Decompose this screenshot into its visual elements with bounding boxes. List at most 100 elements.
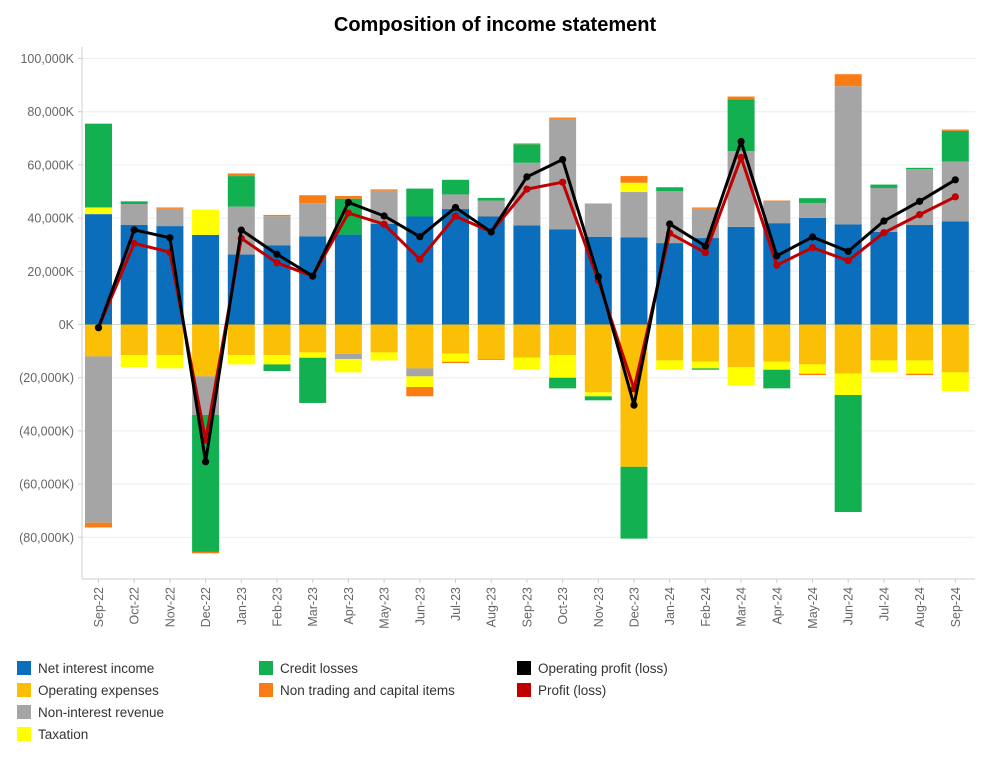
legend-item: Operating expenses [17, 680, 159, 700]
bar-segment [120, 224, 148, 325]
line-point [808, 244, 817, 252]
line-point [666, 220, 674, 228]
bar-segment [299, 195, 327, 204]
line-point [559, 155, 567, 164]
bar-segment [620, 192, 648, 238]
bar-segment [549, 324, 577, 356]
bar-segment [870, 184, 898, 189]
bar-segment [442, 361, 469, 364]
bar-segment [227, 173, 255, 177]
legend: Net interest income Operating expenses Non… [17, 658, 977, 758]
line-point [916, 211, 924, 219]
bar-segment [227, 355, 255, 365]
bar-segment [906, 360, 934, 374]
legend-label: Operating expenses [38, 682, 159, 698]
x-tick-label: Jun-24 [842, 587, 856, 625]
bar-segment [442, 353, 469, 362]
bar-segment [156, 355, 184, 369]
legend-item: Credit losses [259, 658, 358, 678]
legend-item: Operating profit (loss) [517, 658, 668, 678]
bar-segment [477, 359, 505, 360]
line-point [737, 137, 745, 146]
bar-segment [691, 207, 719, 209]
line-point [951, 193, 959, 201]
bar-segment [656, 360, 684, 370]
x-tick-label: May-24 [806, 587, 820, 629]
line-point [701, 249, 710, 257]
bar-segment [370, 223, 398, 325]
x-tick-label: Jan-23 [235, 587, 249, 625]
bar-segment [85, 123, 112, 208]
bar-segment [263, 324, 291, 356]
bar-segment [120, 201, 148, 205]
bar-segment [799, 198, 826, 203]
bar-segment [870, 360, 898, 373]
bar-segment [227, 176, 255, 207]
bar-segment [513, 357, 541, 370]
line-point [844, 257, 852, 265]
bar-segment [406, 188, 434, 217]
bar-segment [334, 359, 362, 373]
bar-segment [549, 355, 577, 378]
bar-segment [442, 179, 469, 195]
line-point [701, 242, 710, 250]
bar-segment [620, 237, 648, 325]
bar-segment [334, 324, 362, 354]
y-tick-label: (40,000K) [19, 424, 74, 438]
legend-swatch [259, 683, 273, 697]
bar-segment [870, 188, 898, 232]
bar-segment [477, 324, 505, 360]
bar-segment [941, 161, 969, 222]
bar-segment [799, 324, 826, 365]
bar-segment [370, 324, 398, 353]
legend-swatch [517, 661, 531, 675]
bar-segment [584, 392, 612, 397]
bar-segment [763, 369, 791, 389]
legend-swatch [259, 661, 273, 675]
y-tick-label: 60,000K [27, 158, 74, 172]
x-tick-label: Nov-22 [163, 587, 177, 627]
bar-segment [941, 372, 969, 391]
bar-segment [192, 324, 220, 377]
bar-segment [584, 396, 612, 401]
bar-segment [906, 373, 934, 376]
legend-item: Net interest income [17, 658, 154, 678]
bar-segment [584, 203, 612, 237]
x-tick-label: Aug-24 [913, 587, 927, 627]
bar-segment [263, 216, 291, 246]
bar-segment [906, 167, 934, 170]
bar-segment [656, 324, 684, 361]
x-tick-label: Oct-22 [128, 587, 142, 625]
y-tick-label: 80,000K [27, 105, 74, 119]
line-point [844, 247, 852, 255]
bar-segment [370, 352, 398, 361]
bar-segment [299, 203, 327, 237]
bar-segment [85, 207, 112, 215]
bar-segment [656, 187, 684, 192]
bar-segment [299, 236, 327, 325]
line-point [880, 229, 888, 237]
bar-segment [513, 144, 541, 163]
y-tick-label: (60,000K) [19, 478, 74, 492]
bar-segment [549, 118, 577, 230]
bar-segment [941, 324, 969, 373]
line-point [451, 212, 460, 220]
bar-segment [834, 86, 862, 225]
bar-segment [406, 376, 434, 388]
bar-segment [406, 324, 434, 369]
bar-segment [763, 200, 791, 202]
bar-segment [691, 361, 719, 369]
bar-segment [834, 394, 862, 513]
bar-segment [549, 117, 577, 119]
line-point [916, 197, 924, 205]
line-point [309, 272, 317, 280]
bar-segment [727, 367, 755, 386]
legend-label: Non trading and capital items [280, 682, 455, 698]
bar-segment [656, 243, 684, 325]
legend-label: Taxation [38, 726, 89, 742]
x-tick-label: Sep-24 [949, 587, 963, 627]
bar-segment [906, 225, 934, 325]
y-tick-label: 100,000K [20, 52, 74, 66]
legend-label: Non-interest revenue [38, 704, 165, 720]
y-tick-label: 40,000K [27, 212, 74, 226]
